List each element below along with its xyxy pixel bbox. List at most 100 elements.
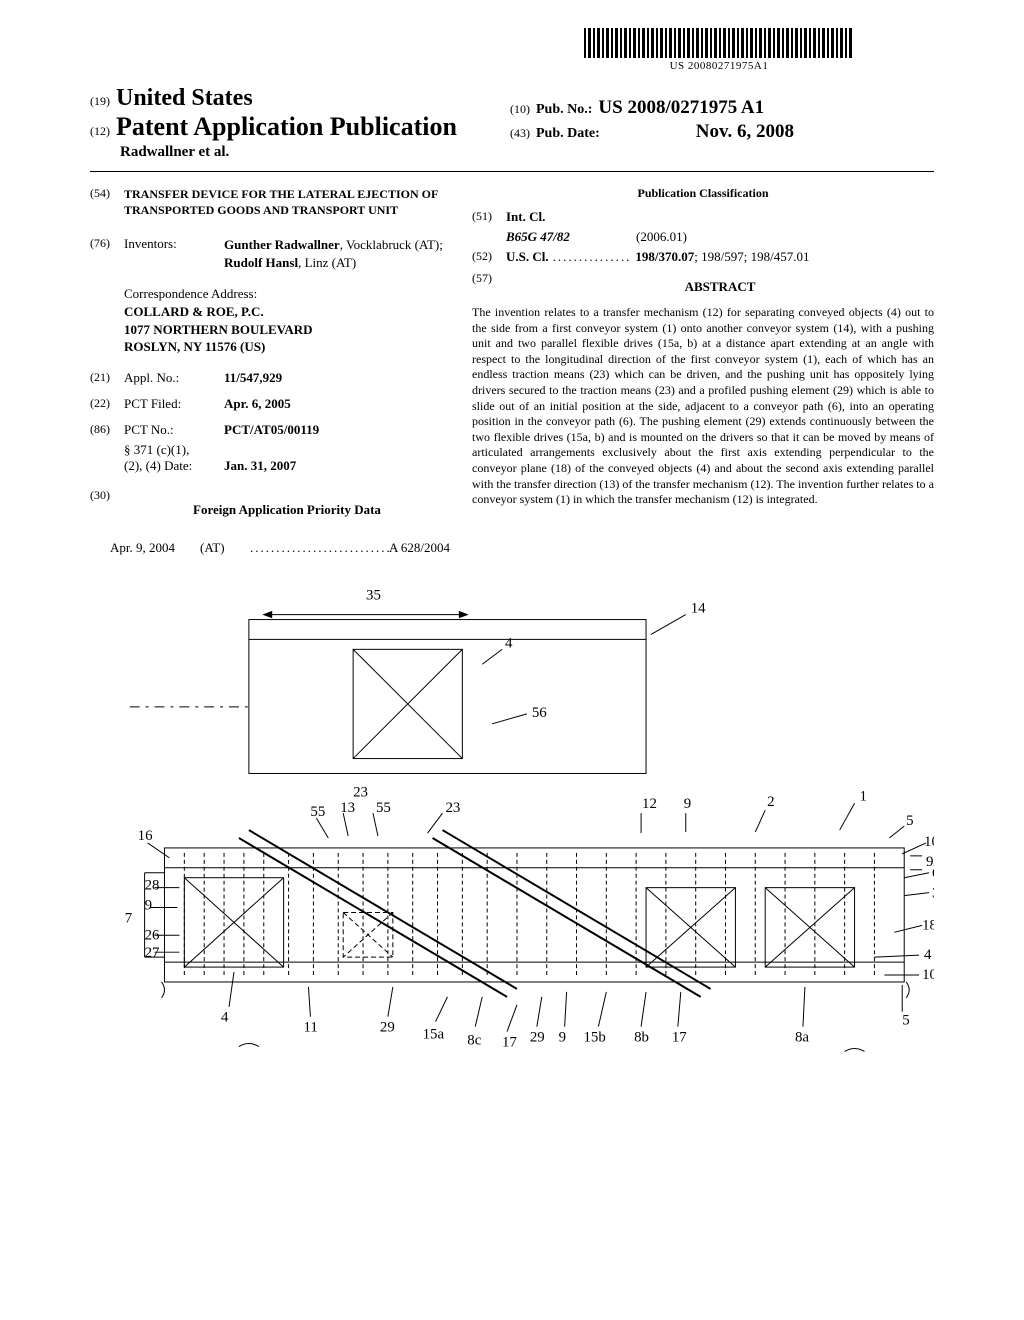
code-52: (52) (472, 249, 506, 265)
abstract-title: ABSTRACT (506, 279, 934, 295)
inventors-section: (76) Inventors: Gunther Radwallner, Vock… (90, 236, 450, 271)
pct-no-label: PCT No.: (124, 422, 224, 438)
svg-text:1: 1 (860, 788, 867, 804)
svg-text:11: 11 (303, 1019, 317, 1035)
country-name: United States (116, 85, 253, 112)
code-30: (30) (90, 488, 124, 528)
barcode-block: US 20080271975A1 (584, 28, 854, 72)
pct-no-row: (86) PCT No.: PCT/AT05/00119 (90, 422, 450, 438)
svg-text:8c: 8c (467, 1032, 481, 1048)
svg-text:15a: 15a (423, 1026, 445, 1042)
code-10: (10) (510, 102, 530, 117)
svg-text:56: 56 (532, 705, 547, 721)
svg-text:12: 12 (642, 796, 657, 812)
divider-rule (90, 171, 934, 172)
svg-text:5: 5 (906, 813, 913, 829)
priority-header: (30) Foreign Application Priority Data (90, 488, 450, 528)
invention-title: TRANSFER DEVICE FOR THE LATERAL EJECTION… (124, 186, 450, 218)
svg-text:18: 18 (922, 917, 934, 933)
svg-text:4: 4 (924, 947, 932, 963)
svg-text:9: 9 (145, 897, 152, 913)
priority-data-row: Apr. 9, 2004 (AT) ......................… (110, 540, 450, 556)
s371-row-1: § 371 (c)(1), (124, 442, 450, 458)
uscl-dots: ............... (553, 249, 632, 265)
code-57: (57) (472, 271, 506, 301)
priority-title: Foreign Application Priority Data (124, 502, 450, 518)
svg-text:29: 29 (380, 1019, 395, 1035)
title-section: (54) TRANSFER DEVICE FOR THE LATERAL EJE… (90, 186, 450, 218)
barcode-text: US 20080271975A1 (584, 60, 854, 72)
priority-date: Apr. 9, 2004 (110, 540, 200, 556)
svg-text:26: 26 (145, 927, 160, 943)
intcl-row: (51) Int. Cl. (472, 209, 934, 225)
code-22: (22) (90, 396, 124, 412)
intcl-year: (2006.01) (636, 229, 687, 245)
svg-text:5: 5 (902, 1012, 909, 1028)
svg-text:27: 27 (145, 945, 160, 961)
code-76: (76) (90, 236, 124, 271)
svg-text:9: 9 (684, 796, 691, 812)
inventor-1: Gunther Radwallner (224, 237, 340, 252)
author-line: Radwallner et al. (120, 144, 934, 161)
svg-text:8b: 8b (634, 1029, 649, 1045)
uscl-main: 198/370.07 (635, 249, 694, 264)
svg-text:28: 28 (145, 877, 160, 893)
doc-type: Patent Application Publication (116, 112, 457, 142)
body-columns: (54) TRANSFER DEVICE FOR THE LATERAL EJE… (90, 186, 934, 556)
classification-title: Publication Classification (472, 186, 934, 201)
svg-text:6: 6 (932, 865, 934, 881)
right-column: Publication Classification (51) Int. Cl.… (472, 186, 934, 556)
code-54: (54) (90, 186, 124, 218)
uscl-others: ; 198/597; 198/457.01 (694, 249, 809, 264)
publication-info: (10) Pub. No.: US 2008/0271975 A1 (43) P… (510, 97, 794, 145)
appl-label: Appl. No.: (124, 370, 224, 386)
svg-text:7: 7 (125, 910, 133, 926)
appl-value: 11/547,929 (224, 370, 282, 386)
correspondence-line3: ROSLYN, NY 11576 (US) (124, 338, 450, 356)
code-12: (12) (90, 124, 110, 139)
inventor-1-suffix: , Vocklabruck (AT); (340, 237, 443, 252)
uscl-label: U.S. Cl. (506, 249, 549, 265)
priority-number: A 628/2004 (389, 540, 450, 556)
pct-no-value: PCT/AT05/00119 (224, 422, 319, 438)
code-86: (86) (90, 422, 124, 438)
inventor-2-suffix: , Linz (AT) (298, 255, 356, 270)
intcl-label: Int. Cl. (506, 209, 545, 225)
abstract-body: The invention relates to a transfer mech… (472, 305, 934, 508)
correspondence-line1: COLLARD & ROE, P.C. (124, 303, 450, 321)
svg-text:55: 55 (376, 800, 391, 816)
pubdate-value: Nov. 6, 2008 (696, 121, 794, 143)
svg-text:29: 29 (530, 1029, 545, 1045)
s371-label-2: (2), (4) Date: (124, 458, 224, 474)
priority-country: (AT) (200, 540, 250, 556)
inventors-label: Inventors: (124, 236, 224, 271)
svg-text:17: 17 (502, 1034, 517, 1050)
pct-filed-label: PCT Filed: (124, 396, 224, 412)
s371-value: Jan. 31, 2007 (224, 458, 296, 474)
svg-text:16: 16 (138, 828, 153, 844)
s371-label-1: § 371 (c)(1), (124, 442, 224, 458)
patent-figure: 35 14 4 56 23 12 9 2 1 5 16 55 13 55 23 … (90, 578, 934, 1098)
figure-svg: 35 14 4 56 23 12 9 2 1 5 16 55 13 55 23 … (90, 578, 934, 1098)
priority-dots: .............................. (250, 540, 389, 556)
appl-no-row: (21) Appl. No.: 11/547,929 (90, 370, 450, 386)
uscl-row: (52) U.S. Cl. ............... 198/370.07… (472, 249, 934, 265)
svg-text:23: 23 (445, 800, 460, 816)
correspondence-line2: 1077 NORTHERN BOULEVARD (124, 321, 450, 339)
s371-row-2: (2), (4) Date: Jan. 31, 2007 (124, 458, 450, 474)
code-43: (43) (510, 126, 530, 141)
left-column: (54) TRANSFER DEVICE FOR THE LATERAL EJE… (90, 186, 450, 556)
svg-text:13: 13 (340, 800, 355, 816)
svg-text:8a: 8a (795, 1029, 809, 1045)
svg-text:17: 17 (672, 1029, 687, 1045)
intcl-value-row: B65G 47/82 (2006.01) (506, 229, 934, 245)
svg-text:55: 55 (310, 804, 325, 820)
pubno-label: Pub. No.: (536, 102, 592, 118)
svg-text:35: 35 (366, 587, 381, 603)
code-21: (21) (90, 370, 124, 386)
svg-text:4: 4 (221, 1009, 229, 1025)
correspondence-label: Correspondence Address: (124, 285, 450, 303)
svg-text:4: 4 (505, 635, 513, 651)
inventor-2: Rudolf Hansl (224, 255, 298, 270)
abstract-header: (57) ABSTRACT (472, 271, 934, 301)
